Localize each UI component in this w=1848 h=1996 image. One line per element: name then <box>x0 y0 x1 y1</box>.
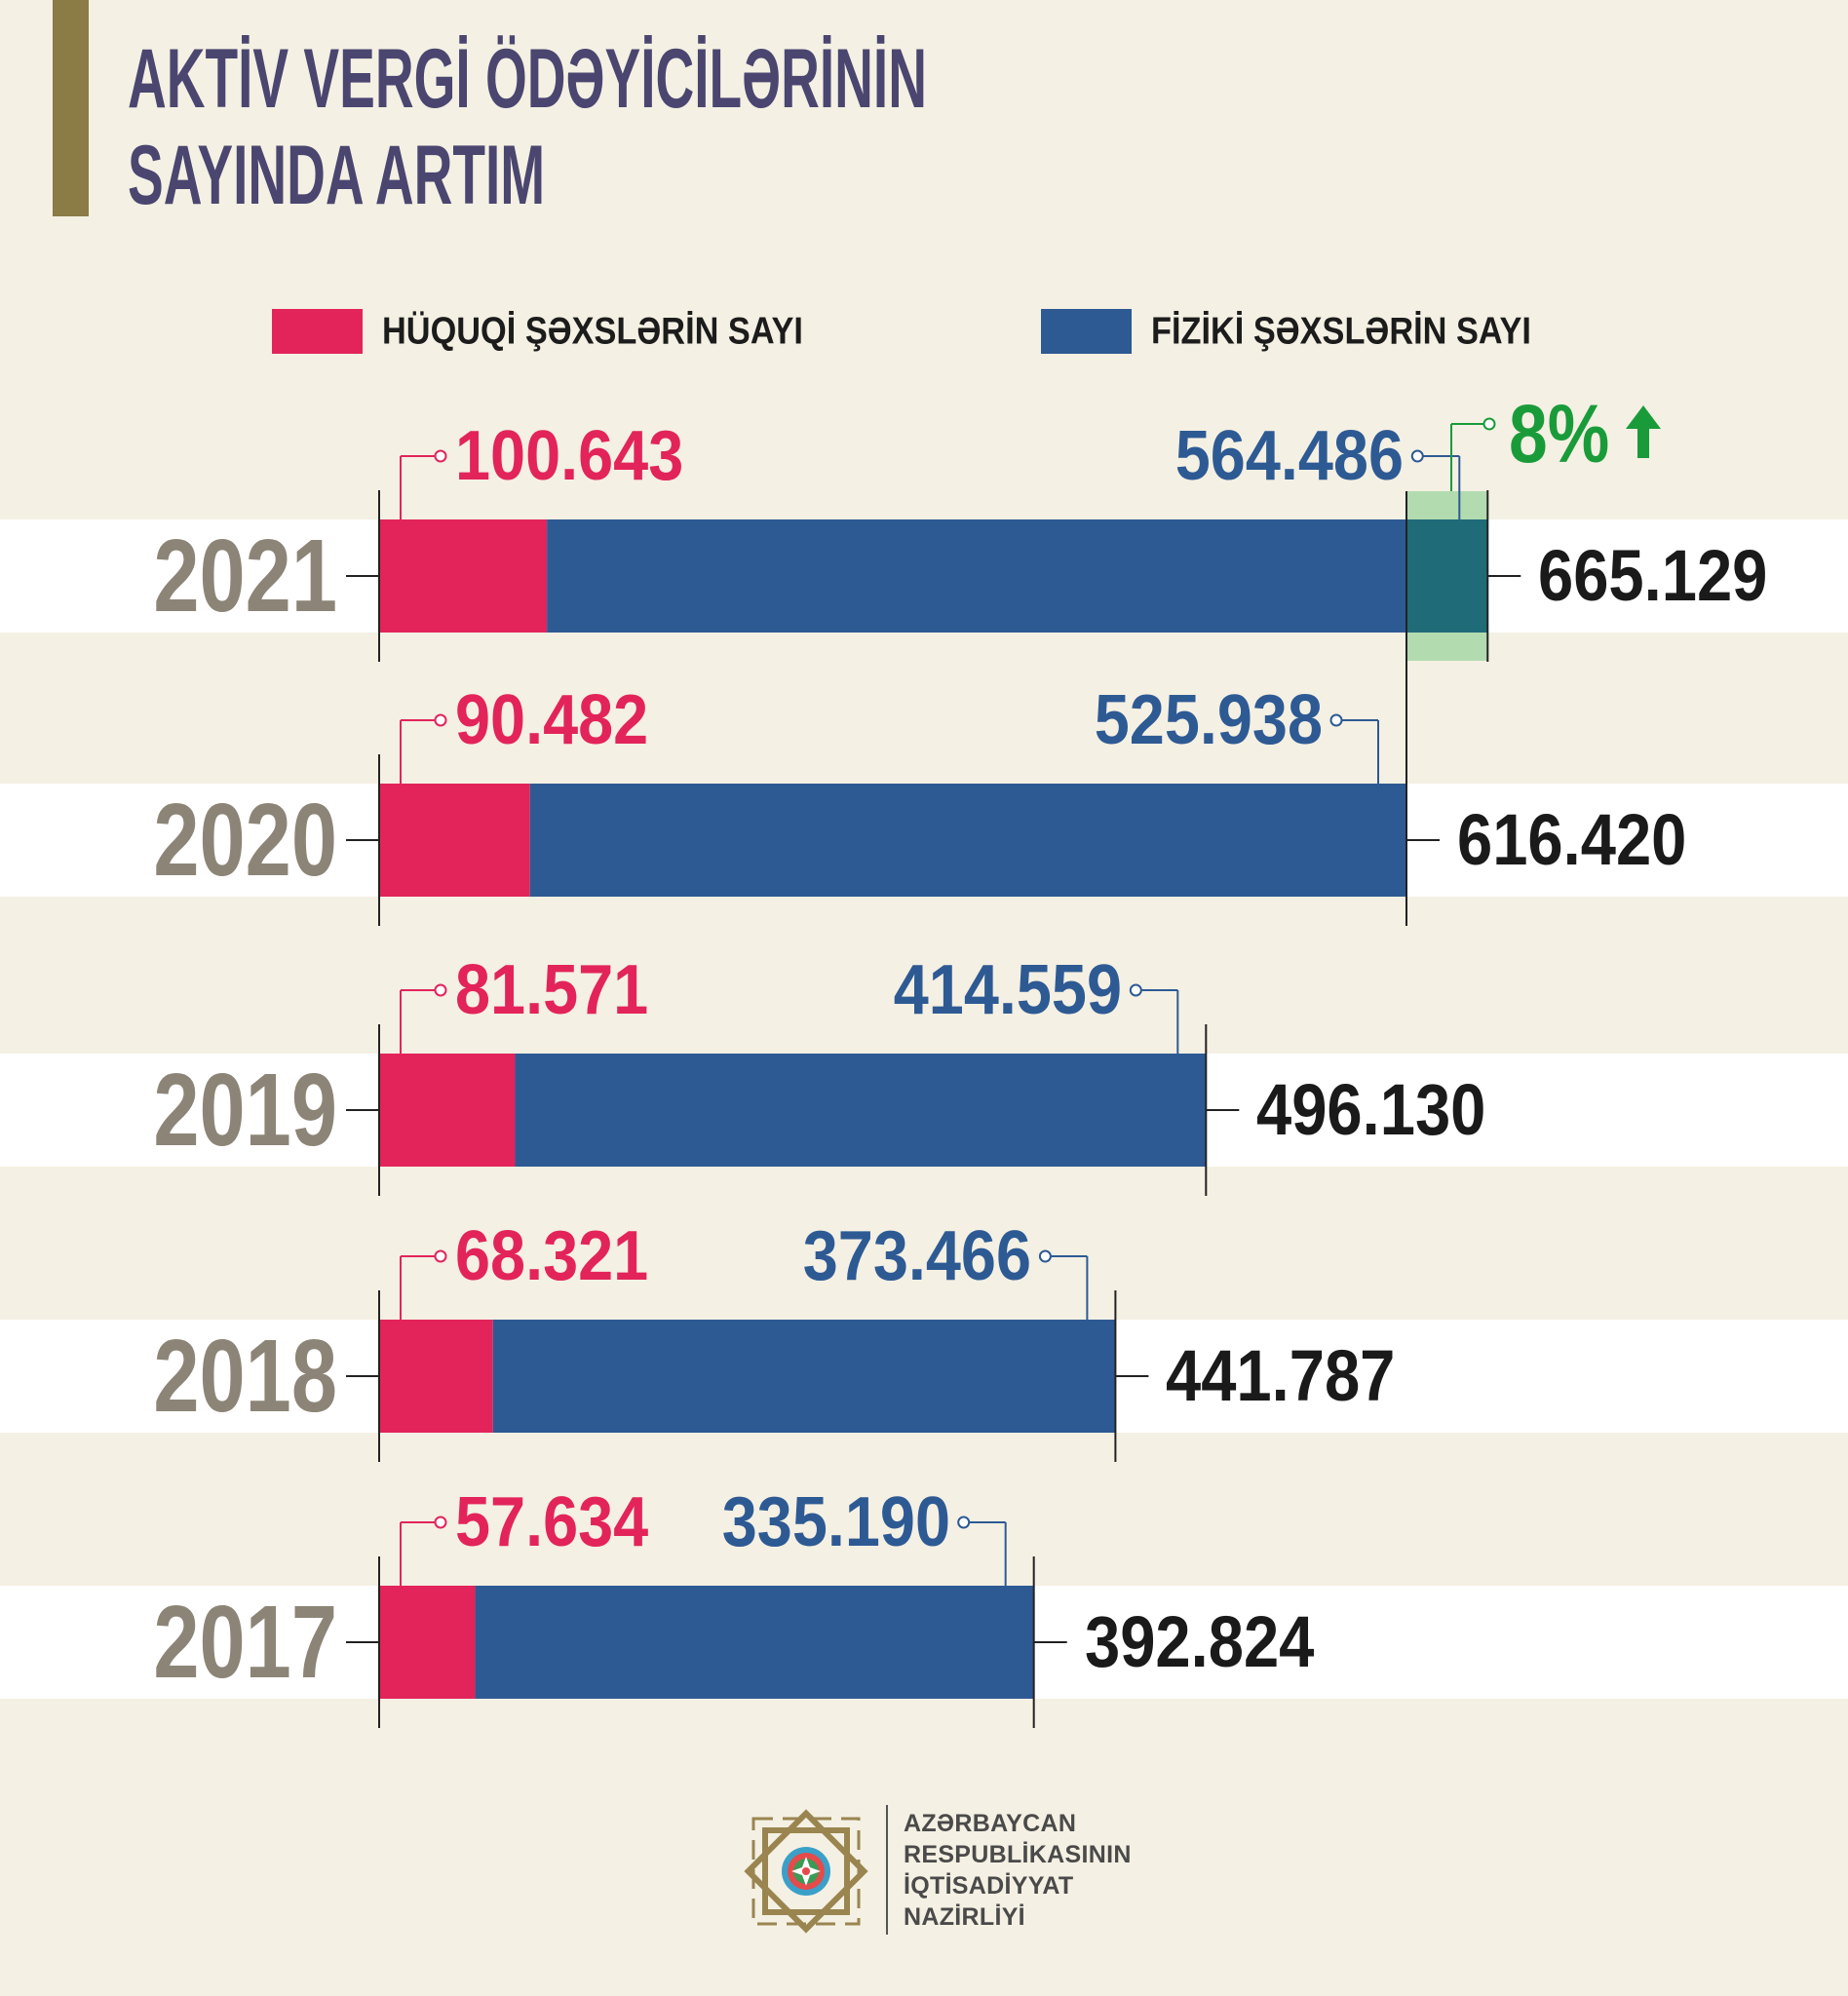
year-label-2020: 2020 <box>153 783 337 898</box>
bar-legal-entities-2020 <box>379 784 530 897</box>
connector-dot-individuals-2020 <box>1329 713 1343 727</box>
ministry-emblem-icon <box>744 1809 868 1934</box>
value-label-individuals-2020: 525.938 <box>1094 681 1323 759</box>
value-label-legal-2021: 100.643 <box>455 417 684 495</box>
logo-text-line: İQTİSADİYYAT <box>904 1872 1074 1900</box>
connector-dot-individuals-2018 <box>1038 1249 1052 1263</box>
bar-legal-entities-2018 <box>379 1320 493 1433</box>
connector-dot-individuals-2017 <box>957 1516 971 1529</box>
bar-legal-entities-2021 <box>379 519 548 633</box>
year-label-2019: 2019 <box>153 1053 337 1168</box>
connector-dot-legal-2017 <box>434 1516 447 1529</box>
connector-dot-legal-2021 <box>434 449 447 463</box>
value-label-individuals-2019: 414.559 <box>894 951 1123 1029</box>
bar-legal-entities-2019 <box>379 1054 516 1167</box>
year-label-2018: 2018 <box>153 1319 337 1434</box>
bar-legal-entities-2017 <box>379 1586 476 1699</box>
bar-individuals-2019 <box>515 1054 1207 1167</box>
bar-individuals-2021 <box>547 519 1488 633</box>
value-label-legal-2017: 57.634 <box>455 1483 649 1561</box>
title-accent-bar <box>53 0 89 216</box>
page-title-line-1: AKTİV VERGİ ÖDƏYİCİLƏRİNİN <box>128 32 927 126</box>
bar-individuals-2020 <box>529 784 1406 897</box>
bar-individuals-2018 <box>492 1320 1116 1433</box>
value-label-legal-2019: 81.571 <box>455 951 649 1029</box>
legend-label-individuals: FİZİKİ ŞƏXSLƏRİN SAYI <box>1151 310 1531 353</box>
year-label-2017: 2017 <box>153 1585 337 1700</box>
total-label-2018: 441.787 <box>1166 1335 1396 1416</box>
value-label-individuals-2021: 564.486 <box>1175 417 1405 495</box>
growth-label: 8% <box>1509 388 1610 480</box>
year-label-2021: 2021 <box>153 518 337 633</box>
connector-dot-legal-2019 <box>434 983 447 997</box>
value-label-individuals-2018: 373.466 <box>803 1217 1032 1295</box>
connector-dot-growth <box>1482 417 1496 431</box>
logo-divider <box>886 1805 888 1935</box>
value-label-legal-2018: 68.321 <box>455 1217 649 1295</box>
legend-label-legal-entities: HÜQUQİ ŞƏXSLƏRİN SAYI <box>382 310 803 353</box>
total-label-2019: 496.130 <box>1256 1069 1486 1150</box>
connector-dot-legal-2018 <box>434 1249 447 1263</box>
connector-dot-legal-2020 <box>434 713 447 727</box>
legend-swatch-individuals <box>1041 309 1132 354</box>
logo-text-line: AZƏRBAYCAN <box>904 1810 1077 1837</box>
total-label-2021: 665.129 <box>1538 535 1768 616</box>
logo-text-line: RESPUBLİKASININ <box>904 1841 1132 1868</box>
legend-swatch-legal-entities <box>272 309 363 354</box>
total-label-2017: 392.824 <box>1084 1601 1315 1682</box>
arrow-up-icon <box>1626 405 1661 458</box>
connector-dot-individuals-2021 <box>1410 449 1424 463</box>
logo-text-line: NAZİRLİYİ <box>904 1903 1025 1931</box>
value-label-legal-2020: 90.482 <box>455 681 649 759</box>
total-label-2020: 616.420 <box>1457 799 1687 880</box>
connector-dot-individuals-2019 <box>1129 983 1142 997</box>
page-title-line-2: SAYINDA ARTIM <box>128 129 546 222</box>
value-label-individuals-2017: 335.190 <box>721 1483 950 1561</box>
bar-individuals-2017 <box>475 1586 1034 1699</box>
growth-overlay <box>1406 519 1488 633</box>
